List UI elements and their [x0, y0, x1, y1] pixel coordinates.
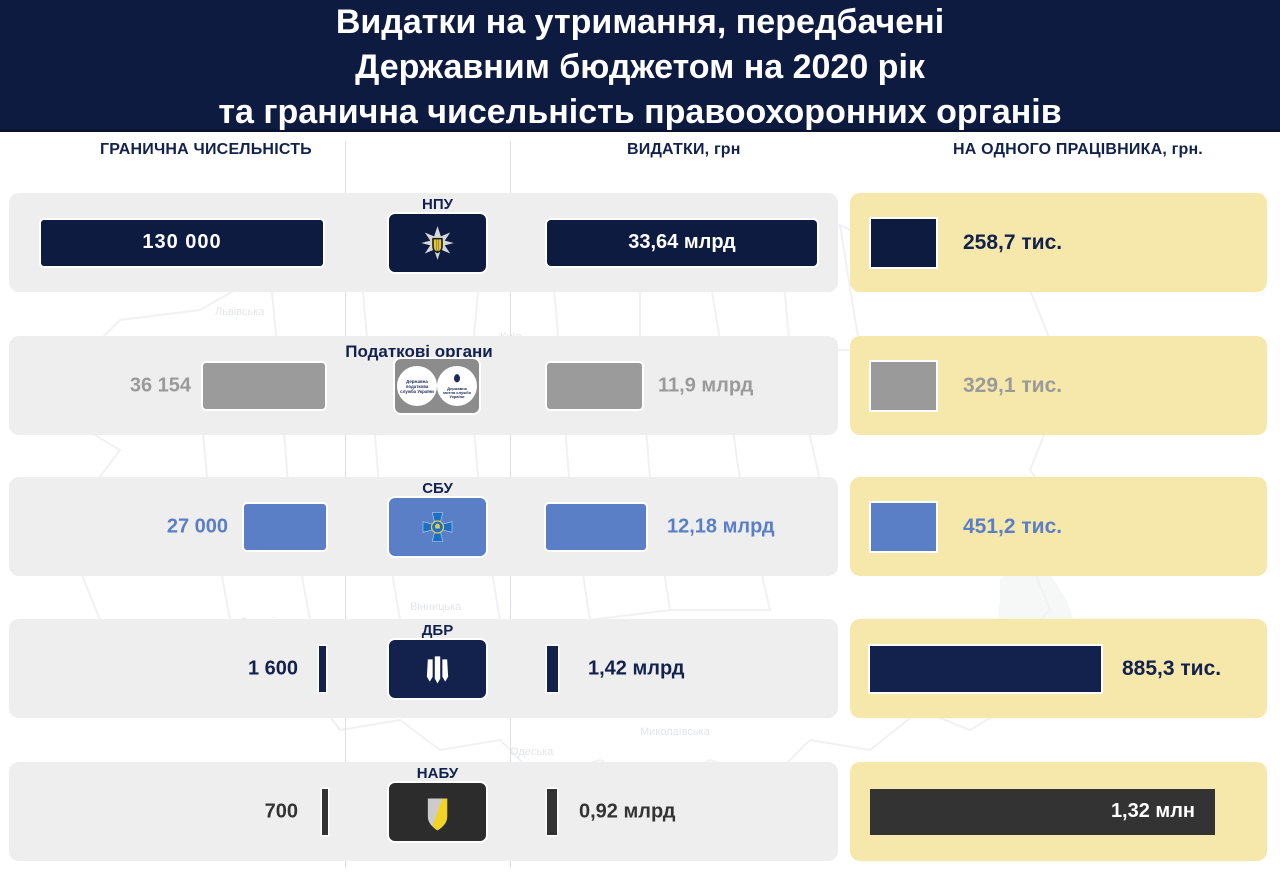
- svg-text:Львівська: Львівська: [215, 306, 265, 318]
- svg-text:України: України: [449, 394, 465, 399]
- svg-text:служба України: служба України: [400, 389, 434, 394]
- svg-text:Вінницька: Вінницька: [410, 601, 462, 613]
- svg-text:Одеська: Одеська: [510, 746, 554, 758]
- svg-text:Миколаївська: Миколаївська: [640, 726, 711, 738]
